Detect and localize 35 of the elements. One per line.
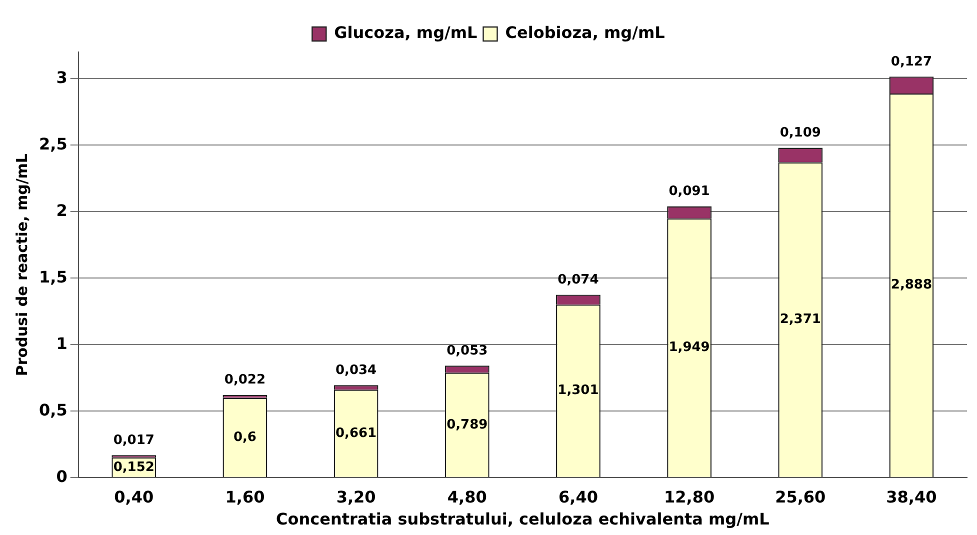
y-tick-label: 2 <box>56 200 68 220</box>
data-label: 0,017 <box>113 433 154 448</box>
data-label: 2,888 <box>890 278 932 293</box>
data-label: 0,091 <box>668 184 710 200</box>
y-tick-label: 2,5 <box>39 134 68 154</box>
data-label: 0,022 <box>224 372 266 388</box>
data-label: 0,152 <box>113 460 154 475</box>
legend-label: Celobioza, mg/mL <box>505 23 665 42</box>
data-label: 0,053 <box>446 343 488 358</box>
x-tick-label: 4,80 <box>447 487 487 506</box>
x-tick-label: 1,60 <box>225 487 265 506</box>
y-tick-label: 0 <box>56 466 68 486</box>
data-label: 0,6 <box>233 430 256 445</box>
data-label: 2,371 <box>780 312 821 328</box>
x-tick-label: 38,40 <box>886 487 937 506</box>
data-label: 0,034 <box>335 363 377 378</box>
legend-label: Glucoza, mg/mL <box>334 23 478 42</box>
x-tick-label: 25,60 <box>775 487 826 506</box>
y-tick-label: 0,5 <box>39 400 68 420</box>
data-label: 1,301 <box>558 383 599 398</box>
y-tick-label: 3 <box>56 68 68 87</box>
data-label: 0,127 <box>890 54 932 70</box>
x-tick-label: 0,40 <box>114 487 154 506</box>
y-tick-label: 1 <box>56 334 68 353</box>
x-tick-label: 6,40 <box>558 487 598 506</box>
data-label: 0,074 <box>558 272 599 288</box>
y-axis-title: Produsi de reactie, mg/mL <box>12 153 31 376</box>
x-tick-label: 3,20 <box>336 487 376 506</box>
data-label: 0,789 <box>446 417 488 432</box>
x-axis-title: Concentratia substratului, celuloza echivalenta mg/mL <box>276 510 770 529</box>
data-label: 0,109 <box>780 126 821 141</box>
data-label: 1,949 <box>668 340 710 356</box>
data-label: 0,661 <box>335 426 377 441</box>
x-tick-label: 12,80 <box>664 487 715 506</box>
y-tick-label: 1,5 <box>39 267 68 286</box>
